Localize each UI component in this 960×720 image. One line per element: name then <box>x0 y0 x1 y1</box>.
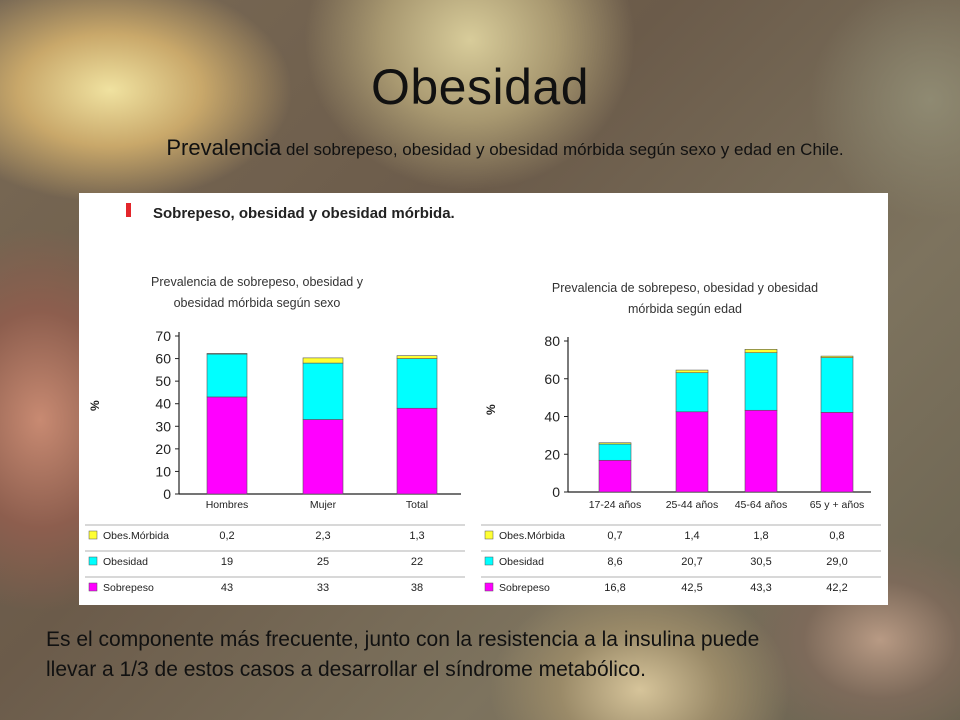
chart1-bar-sobrepeso <box>396 407 438 495</box>
chart1-bar-morbida <box>302 357 344 364</box>
footer-line-1: Es el componente más frecuente, junto co… <box>46 628 760 651</box>
chart1-data-label-obesidad: 25 <box>317 556 329 568</box>
chart2-y-tick-label: 20 <box>544 446 560 462</box>
chart1-category-label: Total <box>406 499 428 511</box>
chart1-y-tick-label: 10 <box>155 463 171 479</box>
chart2-y-axis-label: % <box>484 404 498 415</box>
chart2-bar-sobrepeso <box>744 409 778 493</box>
chart2-bar-sobrepeso <box>820 412 854 493</box>
chart2-title-line1: Prevalencia de sobrepeso, obesidad y obe… <box>552 281 818 295</box>
chart2-data-label-obesidad: 20,7 <box>681 556 702 568</box>
chart1-y-tick-label: 30 <box>155 418 171 434</box>
chart2-bar-sobrepeso <box>598 459 632 493</box>
chart1-legend-swatch-sobrepeso <box>88 582 98 592</box>
chart2-data-label-morbida: 1,8 <box>753 530 768 542</box>
subtitle-rest: del sobrepeso, obesidad y obesidad mórbi… <box>281 140 844 159</box>
chart1-data-label-morbida: 2,3 <box>315 530 330 542</box>
chart2-legend-swatch-sobrepeso <box>484 582 494 592</box>
chart2-y-tick-label: 0 <box>552 484 560 500</box>
chart1-title-line2: obesidad mórbida según sexo <box>174 296 341 310</box>
chart2-bar-obesidad <box>820 357 854 413</box>
chart1-bar-morbida <box>396 355 438 359</box>
chart2-category-label: 17-24 años <box>589 499 642 511</box>
chart1-legend-label-obesidad: Obesidad <box>103 556 148 568</box>
chart2-data-label-sobrepeso: 42,2 <box>826 582 847 594</box>
slide-footer: Es el componente más frecuente, junto co… <box>46 625 956 685</box>
chart1-data-label-morbida: 0,2 <box>219 530 234 542</box>
chart1-data-label-obesidad: 19 <box>221 556 233 568</box>
chart2-y-tick-label: 40 <box>544 409 560 425</box>
chart2-bar-morbida <box>598 442 632 445</box>
chart1-data-label-sobrepeso: 43 <box>221 582 233 594</box>
chart1-legend-label-sobrepeso: Sobrepeso <box>103 582 154 594</box>
chart2-bar-morbida <box>675 369 709 374</box>
chart2-y-tick-label: 80 <box>544 333 560 349</box>
chart1-data-label-sobrepeso: 33 <box>317 582 329 594</box>
chart2-marks: 0 20 40 60 80 17-24 años 25-44 años 45-64 años 6… <box>481 333 881 594</box>
subtitle-lead: Prevalencia <box>166 135 282 160</box>
chart1-y-tick-label: 40 <box>155 396 171 412</box>
chart1-bar-obesidad <box>302 362 344 420</box>
slide-title: Obesidad <box>370 59 590 115</box>
chart2-data-label-morbida: 1,4 <box>684 530 699 542</box>
panel-heading: Sobrepeso, obesidad y obesidad mórbida. <box>153 205 455 222</box>
chart2-data-label-morbida: 0,8 <box>829 530 844 542</box>
chart1-y-tick-label: 70 <box>155 328 171 344</box>
chart2-bar-morbida <box>744 349 778 354</box>
chart1-category-label: Hombres <box>206 499 249 511</box>
chart1-bar-morbida <box>206 353 248 355</box>
chart2-data-label-obesidad: 8,6 <box>607 556 622 568</box>
chart2-category-label: 25-44 años <box>666 499 719 511</box>
chart1-legend-swatch-morbida <box>88 530 98 540</box>
chart1-y-tick-label: 0 <box>163 486 171 502</box>
chart1-title-line1: Prevalencia de sobrepeso, obesidad y <box>151 275 364 289</box>
chart1-data-label-morbida: 1,3 <box>409 530 424 542</box>
chart1-bar-obesidad <box>396 358 438 409</box>
chart2-bar-sobrepeso <box>675 411 709 493</box>
chart1-bar-sobrepeso <box>302 419 344 495</box>
chart2-data-label-morbida: 0,7 <box>607 530 622 542</box>
chart1-data-label-obesidad: 22 <box>411 556 423 568</box>
chart1-bar-obesidad <box>206 353 248 398</box>
chart2-bar-morbida <box>820 355 854 358</box>
chart2-y-tick-label: 60 <box>544 371 560 387</box>
chart2-bar-obesidad <box>744 352 778 411</box>
chart1-category-label: Mujer <box>310 499 337 511</box>
slide-subtitle: Prevalencia del sobrepeso, obesidad y ob… <box>80 134 930 164</box>
chart-figure: Sobrepeso, obesidad y obesidad mórbida. … <box>85 203 881 594</box>
chart-panel: Sobrepeso, obesidad y obesidad mórbida. … <box>79 193 888 605</box>
chart1-y-axis-label: % <box>88 400 102 411</box>
chart2-title-line2: mórbida según edad <box>628 302 742 316</box>
chart2-bar-obesidad <box>675 372 709 413</box>
chart1-y-tick-label: 50 <box>155 373 171 389</box>
chart1-legend-swatch-obesidad <box>88 556 98 566</box>
chart2-data-label-sobrepeso: 43,3 <box>750 582 771 594</box>
chart2-legend-swatch-obesidad <box>484 556 494 566</box>
footer-line-2: llevar a 1/3 de estos casos a desarrolla… <box>46 658 646 681</box>
chart1-y-tick-label: 20 <box>155 441 171 457</box>
chart2-legend-label-sobrepeso: Sobrepeso <box>499 582 550 594</box>
chart1-marks: 0 10 20 30 40 50 60 70 Hombres Mujer Total Obes.Mór… <box>85 328 465 594</box>
chart1-legend-label-morbida: Obes.Mórbida <box>103 530 169 542</box>
heading-marker <box>126 203 131 217</box>
chart2-data-label-obesidad: 30,5 <box>750 556 771 568</box>
chart2-data-label-sobrepeso: 16,8 <box>604 582 625 594</box>
chart2-legend-label-obesidad: Obesidad <box>499 556 544 568</box>
chart2-category-label: 65 y + años <box>810 499 865 511</box>
chart1-y-tick-label: 60 <box>155 351 171 367</box>
chart1-bar-sobrepeso <box>206 396 248 495</box>
chart2-bar-obesidad <box>598 443 632 461</box>
chart2-legend-swatch-morbida <box>484 530 494 540</box>
chart2-data-label-sobrepeso: 42,5 <box>681 582 702 594</box>
chart1-data-label-sobrepeso: 38 <box>411 582 423 594</box>
chart2-data-label-obesidad: 29,0 <box>826 556 847 568</box>
chart2-category-label: 45-64 años <box>735 499 788 511</box>
chart2-legend-label-morbida: Obes.Mórbida <box>499 530 565 542</box>
